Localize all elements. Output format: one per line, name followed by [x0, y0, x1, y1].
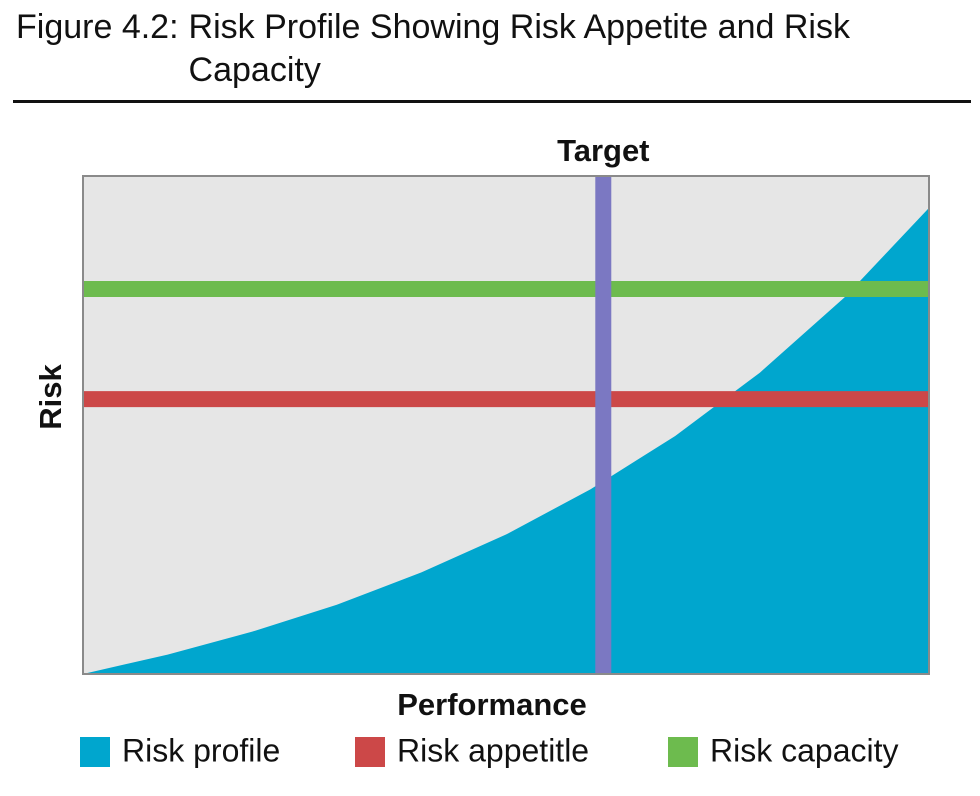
legend-label: Risk capacity [710, 732, 899, 768]
target-label: Target [557, 133, 649, 168]
x-axis-label: Performance [397, 687, 587, 722]
legend-swatch [668, 737, 698, 767]
figure-label: Figure 4.2: [16, 8, 179, 46]
plot-border [82, 175, 930, 675]
chart-title: Risk Profile Showing Risk Appetite and R… [188, 8, 850, 89]
y-axis-label: Risk [33, 364, 68, 430]
header: Figure 4.2: Risk Profile Showing Risk Ap… [16, 6, 966, 92]
legend-label: Risk profile [122, 732, 280, 768]
legend-swatch [355, 737, 385, 767]
legend-swatch [80, 737, 110, 767]
legend-label: Risk appetitle [397, 732, 589, 768]
title-rule [13, 100, 971, 103]
plot [83, 176, 929, 674]
risk-profile-area [83, 207, 929, 674]
